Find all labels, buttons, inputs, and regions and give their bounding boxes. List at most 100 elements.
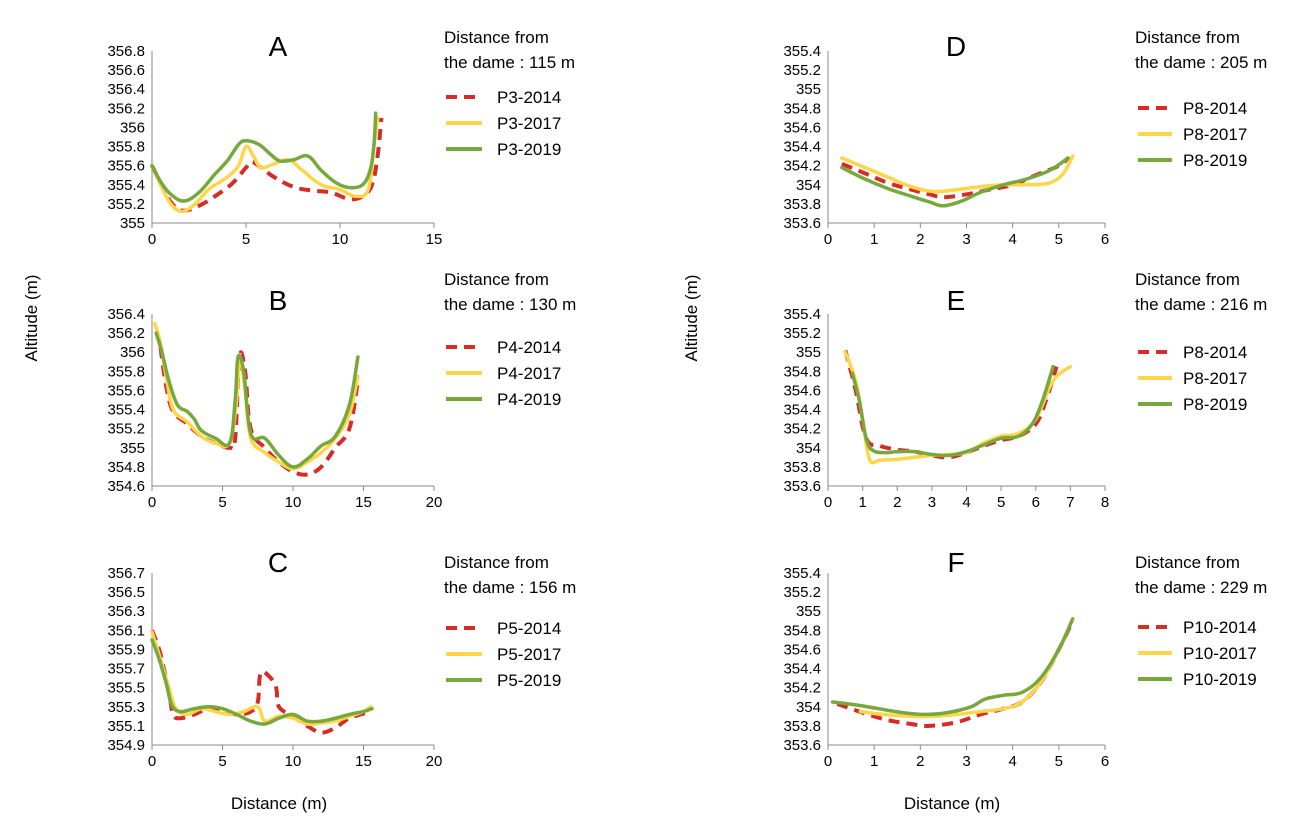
y-tick-label: 355.9 bbox=[107, 641, 145, 658]
y-tick-label: 355 bbox=[120, 440, 145, 457]
panel-letter: F bbox=[947, 547, 964, 578]
distance-note-line1: Distance from bbox=[1135, 28, 1240, 47]
x-tick-label: 0 bbox=[148, 753, 156, 770]
y-tick-label: 353.8 bbox=[783, 196, 821, 213]
legend-label: P3-2014 bbox=[497, 88, 561, 107]
series-line-p3-2014 bbox=[150, 117, 384, 213]
x-tick-label: 1 bbox=[858, 494, 866, 511]
y-axis-title-left: Altitude (m) bbox=[22, 275, 41, 362]
x-tick-label: 2 bbox=[916, 753, 924, 770]
legend-label: P4-2019 bbox=[497, 390, 561, 409]
y-tick-label: 356 bbox=[120, 119, 145, 136]
x-axis-title-left: Distance (m) bbox=[231, 794, 327, 813]
y-tick-label: 353.6 bbox=[783, 737, 821, 754]
legend-label: P8-2019 bbox=[1183, 151, 1247, 170]
y-tick-label: 355.2 bbox=[783, 325, 821, 342]
series-line-p3-2019 bbox=[150, 111, 378, 203]
series-line-p8-2017 bbox=[843, 350, 1073, 465]
x-tick-label: 2 bbox=[916, 231, 924, 248]
x-tick-label: 4 bbox=[1008, 231, 1016, 248]
y-axis-title-right: Altitude (m) bbox=[682, 275, 701, 362]
x-tick-label: 1 bbox=[870, 753, 878, 770]
y-tick-label: 355.1 bbox=[107, 718, 145, 735]
series-line-p8-2014 bbox=[843, 349, 1059, 460]
legend-label: P3-2019 bbox=[497, 140, 561, 159]
x-tick-label: 6 bbox=[1101, 231, 1109, 248]
y-tick-label: 355 bbox=[796, 603, 821, 620]
distance-note-line1: Distance from bbox=[444, 28, 549, 47]
x-tick-label: 2 bbox=[893, 494, 901, 511]
y-tick-label: 353.6 bbox=[783, 478, 821, 495]
y-tick-label: 353.8 bbox=[783, 718, 821, 735]
series-line-p5-2014 bbox=[150, 629, 372, 735]
x-tick-label: 5 bbox=[1055, 753, 1063, 770]
legend-label: P8-2017 bbox=[1183, 125, 1247, 144]
series-line-p4-2019 bbox=[154, 331, 360, 469]
distance-note-line2: the dame : 216 m bbox=[1135, 295, 1267, 314]
x-tick-label: 0 bbox=[148, 231, 156, 248]
legend-label: P5-2014 bbox=[497, 619, 561, 638]
y-tick-label: 354.8 bbox=[107, 459, 145, 476]
y-tick-label: 354.6 bbox=[107, 478, 145, 495]
y-tick-label: 354.6 bbox=[783, 641, 821, 658]
y-tick-label: 355.2 bbox=[107, 421, 145, 438]
y-tick-label: 355 bbox=[796, 81, 821, 98]
legend-label: P5-2017 bbox=[497, 645, 561, 664]
x-tick-label: 15 bbox=[426, 231, 443, 248]
y-tick-label: 355.6 bbox=[107, 382, 145, 399]
legend-label: P3-2017 bbox=[497, 114, 561, 133]
y-tick-label: 356.4 bbox=[107, 306, 145, 323]
x-tick-label: 5 bbox=[997, 494, 1005, 511]
legend-label: P8-2014 bbox=[1183, 343, 1247, 362]
y-tick-label: 356.1 bbox=[107, 622, 145, 639]
distance-note-line2: the dame : 229 m bbox=[1135, 578, 1267, 597]
y-tick-label: 354.2 bbox=[783, 680, 821, 697]
series-line-p8-2019 bbox=[840, 156, 1070, 208]
x-tick-label: 0 bbox=[824, 231, 832, 248]
legend-label: P10-2014 bbox=[1183, 618, 1257, 637]
series-line-p8-2017 bbox=[840, 154, 1075, 194]
panel-letter: E bbox=[947, 285, 966, 316]
x-axis-title-right: Distance (m) bbox=[904, 794, 1000, 813]
distance-note-line2: the dame : 115 m bbox=[444, 53, 575, 72]
x-tick-label: 0 bbox=[824, 753, 832, 770]
y-tick-label: 354.2 bbox=[783, 421, 821, 438]
distance-note-line2: the dame : 156 m bbox=[444, 578, 576, 597]
y-tick-label: 355.8 bbox=[107, 139, 145, 156]
y-tick-label: 355.4 bbox=[783, 43, 821, 60]
x-tick-label: 3 bbox=[928, 494, 936, 511]
panel-e: 353.6353.8354354.2354.4354.6354.8355355.… bbox=[783, 270, 1267, 511]
x-tick-label: 15 bbox=[355, 494, 372, 511]
y-tick-label: 356.2 bbox=[107, 325, 145, 342]
x-tick-label: 10 bbox=[332, 231, 349, 248]
y-tick-label: 354.4 bbox=[783, 402, 821, 419]
x-tick-label: 5 bbox=[218, 753, 226, 770]
panel-letter: C bbox=[268, 547, 288, 578]
x-tick-label: 3 bbox=[962, 231, 970, 248]
distance-note-line1: Distance from bbox=[1135, 270, 1240, 289]
x-tick-label: 10 bbox=[285, 494, 302, 511]
y-tick-label: 356.2 bbox=[107, 100, 145, 117]
distance-note-line2: the dame : 130 m bbox=[444, 295, 576, 314]
panel-letter: D bbox=[946, 31, 966, 62]
y-tick-label: 354 bbox=[796, 699, 821, 716]
y-tick-label: 354.2 bbox=[783, 158, 821, 175]
x-tick-label: 0 bbox=[148, 494, 156, 511]
y-tick-label: 356.7 bbox=[107, 565, 145, 582]
panel-a: 355 355.2 355.4 355.6 355.8 356 356.2 356.4 356.… bbox=[107, 28, 575, 248]
x-tick-label: 10 bbox=[285, 753, 302, 770]
y-tick-label: 354 bbox=[796, 440, 821, 457]
y-tick-label: 356.3 bbox=[107, 603, 145, 620]
legend-label: P10-2019 bbox=[1183, 670, 1257, 689]
series-line-p5-2019 bbox=[150, 638, 374, 726]
x-tick-label: 4 bbox=[1008, 753, 1016, 770]
x-tick-label: 3 bbox=[962, 753, 970, 770]
legend-label: P8-2017 bbox=[1183, 369, 1247, 388]
distance-note-line1: Distance from bbox=[444, 553, 549, 572]
y-tick-label: 355.4 bbox=[107, 177, 145, 194]
y-tick-label: 355.2 bbox=[107, 196, 145, 213]
y-tick-label: 355.4 bbox=[783, 565, 821, 582]
x-tick-label: 7 bbox=[1066, 494, 1074, 511]
x-tick-label: 0 bbox=[824, 494, 832, 511]
